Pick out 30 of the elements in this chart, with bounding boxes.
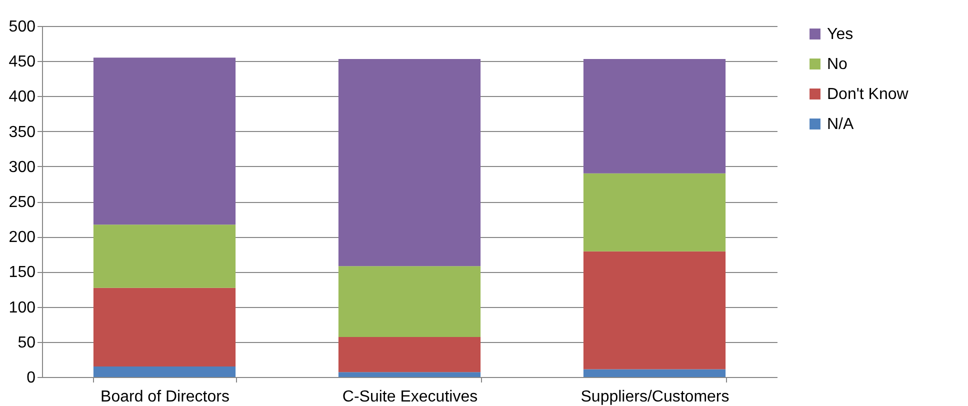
legend-label: N/A xyxy=(827,116,854,133)
y-tick-label: 0 xyxy=(26,370,36,386)
bar xyxy=(93,288,236,366)
y-tick-label: 350 xyxy=(8,124,36,141)
bar xyxy=(583,58,726,174)
bar xyxy=(93,58,236,225)
legend-label: Don't Know xyxy=(827,86,909,103)
bar xyxy=(93,224,236,288)
y-tick-label: 400 xyxy=(8,88,36,106)
y-tick-label: 50 xyxy=(18,334,36,352)
bar xyxy=(583,369,726,377)
y-tick-label: 100 xyxy=(8,299,36,316)
bar xyxy=(93,366,236,377)
x-tick-label: Suppliers/Customers xyxy=(580,388,730,406)
x-tick-label: C-Suite Executives xyxy=(342,388,478,406)
x-tick-label: Board of Directors xyxy=(100,388,230,406)
bar xyxy=(583,173,726,252)
bar xyxy=(338,266,481,337)
y-tick-label: 300 xyxy=(8,158,36,176)
y-tick-label: 200 xyxy=(8,229,36,246)
y-tick-label: 500 xyxy=(8,18,36,36)
legend-label: Yes xyxy=(827,26,854,43)
y-tick-label: 250 xyxy=(8,194,36,211)
bar xyxy=(338,336,481,372)
bar xyxy=(338,372,481,377)
y-tick-label: 450 xyxy=(8,54,36,71)
bar xyxy=(583,251,726,370)
bar xyxy=(338,58,481,266)
legend-label: No xyxy=(827,56,848,73)
y-tick-label: 150 xyxy=(8,264,36,282)
